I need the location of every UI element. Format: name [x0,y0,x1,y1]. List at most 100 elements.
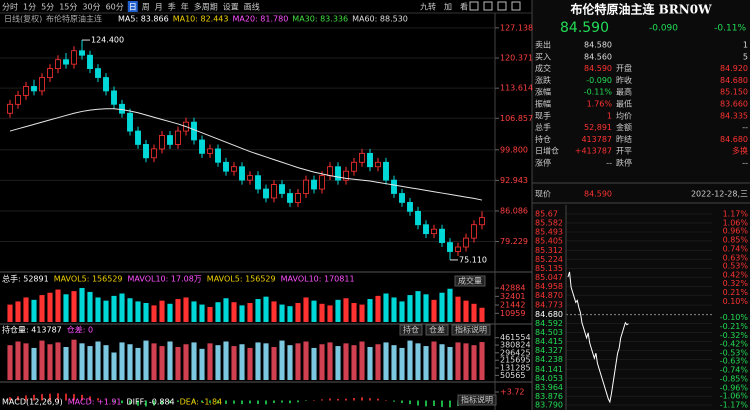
volume-bar [183,297,189,322]
toolbar-tab[interactable]: 季 [168,2,176,12]
macd-bar [441,400,443,407]
y-tick-label: 85.582 [535,218,563,227]
macd-bar [9,397,11,401]
toolbar-tab[interactable]: 多周期 [194,2,218,12]
toolbar-tab[interactable]: 60分 [106,3,124,12]
y2-tick-label: -1.06% [720,392,749,401]
y-tick-label: 106.857 [500,114,533,123]
toolbar-tab[interactable]: 月 [155,3,163,12]
volume-bar [239,305,245,322]
candle-body [63,59,69,65]
candle-body [15,94,21,105]
button[interactable] [451,324,491,336]
y-tick-label: 127.138 [500,23,533,32]
button[interactable] [399,324,423,336]
toolbar-tab[interactable]: 画线 [244,2,260,12]
quote-label: 日增仓 [535,146,559,156]
candle-body [383,161,389,181]
candle-body [207,148,213,154]
toolbar-tab[interactable]: 分时 [2,2,18,12]
y2-tick-label: 0.96% [723,227,749,236]
volume-header: MAVOL5: 156529 [54,275,123,284]
volume-bar [399,301,405,322]
y-tick-label: 50565 [500,371,525,380]
macd-bar [121,400,123,404]
toolbar-tab[interactable]: 年 [181,2,189,12]
macd-bar [297,400,299,403]
open_interest-bar [191,342,197,380]
macd-bar [225,400,227,404]
button-label[interactable]: 指标说明 [455,325,487,335]
volume-bar [71,291,77,322]
open_interest-bar [31,347,37,380]
candle-body [47,68,53,78]
y2-tick-label: -0.53% [720,348,749,357]
toolbar-tab[interactable]: 设置 [223,2,239,12]
button-label[interactable]: 仓差 [429,325,445,335]
y-tick-label: 83.876 [535,392,563,401]
macd-bar [49,393,51,401]
y2-tick-label: 0.32% [723,279,749,288]
mode-label: 日线(复权) [4,14,42,24]
macd-bar [385,400,387,401]
button[interactable] [425,324,449,336]
y-tick-label: 79.229 [500,237,528,246]
open_interest-bar [167,341,173,380]
y-tick-label: 84.958 [535,282,563,291]
toolbar-tab[interactable]: 5分 [41,3,54,12]
y2-tick-label: 0.21% [723,288,749,297]
toolbar-icon[interactable] [469,1,479,11]
toolbar-tab[interactable]: 1分 [23,3,36,12]
button[interactable] [454,275,486,287]
quote-value: 84.920 [720,64,748,73]
volume-bar [439,292,445,322]
quote-value: 84.680 [720,76,748,85]
button-label[interactable]: 持仓 [403,325,419,335]
toolbar-button[interactable]: 看 [460,3,468,12]
button-label[interactable]: 指标说明 [461,395,493,405]
macd-bar [313,400,315,401]
macd-bar [185,400,187,401]
y2-tick-label: 1.17% [723,210,749,219]
candle-body [471,224,477,239]
candle-body [327,166,333,177]
open_interest-bar [183,344,189,380]
y2-tick-label: 0.10% [723,297,749,306]
toolbar-tab[interactable]: 30分 [82,3,100,12]
macd-bar [177,400,179,402]
quote-value: -- [742,123,748,132]
candle-body [231,166,237,172]
toolbar-icon[interactable] [497,1,507,11]
candle-body [455,246,461,252]
toolbar-button[interactable]: 加 [444,2,452,12]
quote-value: 52,891 [584,123,612,132]
button[interactable] [457,394,497,406]
toolbar-button[interactable]: 九转 [420,2,436,12]
volume-header: MAVOL5: 156529 [207,275,276,284]
candle-body [23,86,29,96]
toolbar-icon[interactable] [511,1,521,11]
y-tick-label: 85.67 [535,210,558,219]
toolbar-icon[interactable] [483,1,493,11]
volume-bar [23,297,29,322]
y2-tick-label: -0.74% [720,365,749,374]
volume-bar [55,289,61,322]
volume-bar [167,303,173,322]
volume-bar [423,294,429,322]
candle-body [255,175,261,190]
volume-bar [39,295,45,322]
open_interest-bar [231,346,237,380]
open_interest-bar [215,345,221,380]
quote-label: 卖出 [535,40,551,50]
open_interest-bar [383,342,389,380]
quote-label: 持仓 [535,134,551,144]
volume-bar [311,300,317,322]
toolbar-tab[interactable]: 日 [129,3,137,12]
candle-body [391,179,397,194]
candle-body [7,103,13,114]
button-label[interactable]: 成交量 [458,276,482,286]
volume-bar [231,302,237,322]
toolbar-tab[interactable]: 周 [142,3,150,12]
open_interest-bar [255,342,261,380]
toolbar-tab[interactable]: 15分 [59,3,77,12]
